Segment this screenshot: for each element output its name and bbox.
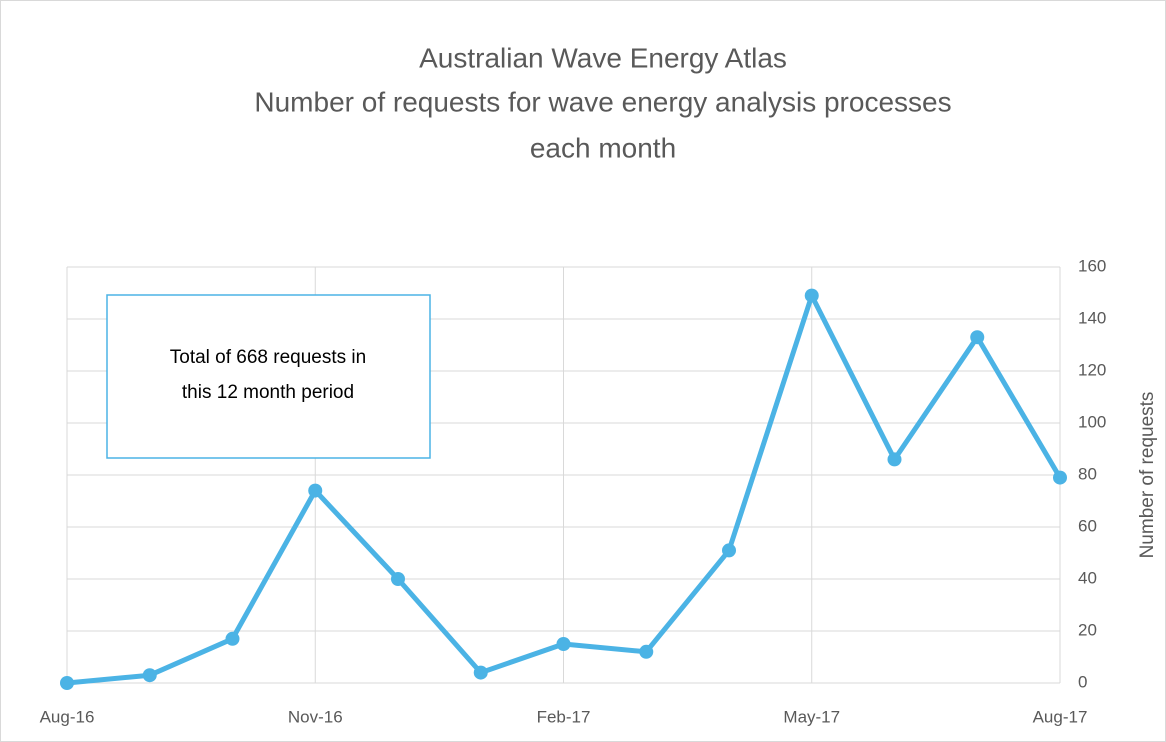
chart-title: Number of requests for wave energy analy… <box>254 86 951 117</box>
y-tick-label: 40 <box>1078 568 1097 587</box>
data-point <box>639 644 654 659</box>
data-point <box>556 637 571 651</box>
x-tick-label: Nov-16 <box>288 707 343 726</box>
y-tick-label: 160 <box>1078 256 1106 275</box>
data-point <box>225 631 240 646</box>
annotation-box <box>106 294 431 459</box>
annotation-text: this 12 month period <box>182 382 354 403</box>
data-point <box>60 676 74 690</box>
data-point <box>887 452 902 467</box>
y-tick-label: 60 <box>1078 516 1097 535</box>
data-point <box>804 288 819 303</box>
x-tick-label: Aug-16 <box>40 707 95 726</box>
y-tick-label: 0 <box>1078 672 1087 691</box>
data-point <box>722 543 736 558</box>
y-tick-label: 80 <box>1078 464 1097 483</box>
x-tick-label: Feb-17 <box>537 707 591 726</box>
data-point <box>391 572 405 586</box>
data-point <box>473 665 488 680</box>
data-point <box>1053 470 1067 485</box>
y-axis-title: Number of requests <box>1137 392 1158 559</box>
data-point <box>142 668 157 683</box>
y-tick-label: 100 <box>1078 412 1106 431</box>
y-tick-label: 140 <box>1078 308 1106 327</box>
x-tick-label: May-17 <box>783 707 840 726</box>
x-tick-label: Aug-17 <box>1033 707 1088 726</box>
data-point <box>308 483 323 498</box>
y-tick-label: 20 <box>1078 620 1097 639</box>
y-tick-label: 120 <box>1078 360 1106 379</box>
chart-title: Australian Wave Energy Atlas <box>419 42 787 73</box>
data-point <box>970 330 985 345</box>
chart-title: each month <box>530 132 676 163</box>
annotation-text: Total of 668 requests in <box>170 347 366 368</box>
